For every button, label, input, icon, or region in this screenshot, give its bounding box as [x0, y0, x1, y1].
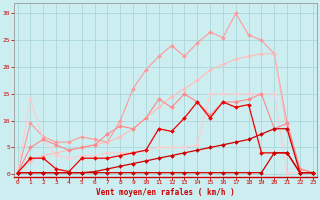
- X-axis label: Vent moyen/en rafales ( km/h ): Vent moyen/en rafales ( km/h ): [96, 188, 235, 197]
